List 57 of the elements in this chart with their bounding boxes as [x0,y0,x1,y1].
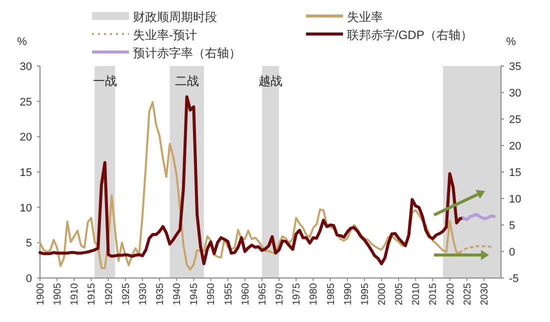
x-tick-label: 1925 [120,282,132,306]
y2-axis-title: % [506,36,516,48]
legend-item: 财政顺周期时段 [92,10,217,24]
y-tick-label: 30 [20,61,32,73]
x-tick-label: 2015 [428,282,440,306]
legend-item: 失业率 [306,10,383,24]
x-tick-label: 1975 [292,282,303,306]
legend-item: 联邦赤字/GDP（右轴） [306,28,472,42]
x-tick-label: 1995 [360,282,371,306]
legend-item: 失业率-预计 [92,28,197,42]
x-tick-label: 1960 [240,282,252,306]
legend-label: 失业率 [347,10,383,24]
x-tick-label: 1935 [155,282,166,306]
y-tick-label: 5 [26,238,32,250]
legend-item: 预计赤字率（右轴） [92,46,241,60]
band-label: 越战 [258,74,282,88]
x-tick-label: 2005 [394,282,406,306]
y2-tick-label: 0 [509,246,516,258]
y-axis-title: % [17,36,28,48]
legend-label: 失业率-预计 [133,28,197,42]
y-tick-label: 10 [20,202,32,214]
x-tick-label: 2025 [462,282,474,306]
y2-tick-label: 20 [509,140,522,152]
y2-tick-label: 30 [509,88,522,100]
y2-tick-label: -5 [509,273,519,285]
x-tick-label: 2010 [411,282,422,306]
legend-label: 预计赤字率（右轴） [133,46,241,60]
y2-tick-label: 35 [509,61,522,73]
x-tick-label: 1955 [223,282,234,306]
x-tick-label: 1950 [206,282,218,306]
y2-tick-label: 10 [509,194,522,206]
x-tick-label: 2020 [445,282,456,306]
y-tick-label: 25 [20,96,32,108]
x-tick-label: 1970 [274,282,286,306]
x-tick-label: 1985 [326,282,337,306]
x-tick-label: 1945 [189,282,200,306]
x-tick-label: 2030 [479,282,490,306]
y-tick-label: 20 [20,132,32,144]
x-tick-label: 1930 [138,282,149,306]
x-tick-label: 2000 [376,282,388,306]
band-label: 一战 [92,74,117,88]
band-label: 二战 [174,74,199,88]
x-tick-label: 1940 [172,282,184,306]
x-tick-label: 1990 [342,282,354,306]
y-tick-label: 0 [26,273,32,285]
y2-tick-label: 25 [509,114,522,126]
y-tick-label: 15 [20,167,32,179]
x-tick-label: 1920 [104,282,115,306]
y2-tick-label: 5 [509,220,516,232]
x-tick-label: 1900 [36,282,46,306]
x-tick-label: 1980 [308,282,320,306]
x-tick-label: 1905 [52,282,64,306]
x-tick-label: 1910 [70,282,81,306]
legend-label: 联邦赤字/GDP（右轴） [347,28,472,42]
y2-tick-label: 15 [509,167,522,179]
x-tick-label: 1965 [257,282,268,306]
x-tick-label: 1915 [86,282,98,306]
